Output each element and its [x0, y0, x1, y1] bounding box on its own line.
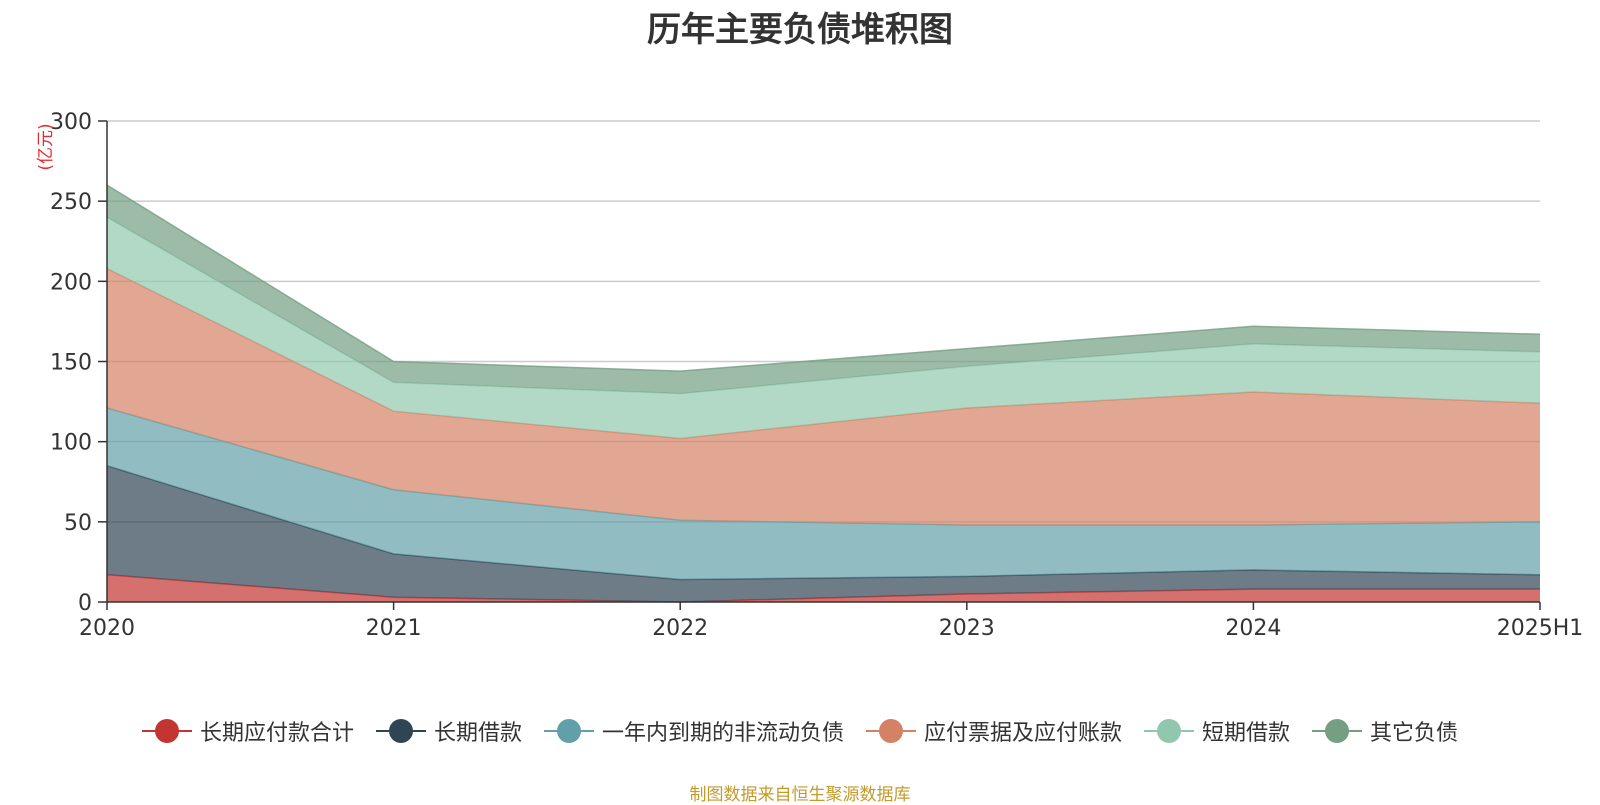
x-tick-label: 2021: [366, 616, 422, 641]
legend-marker-icon: [866, 719, 916, 743]
area-series-3: [107, 268, 1540, 526]
area-series-2: [107, 407, 1540, 580]
area-series-1: [107, 465, 1540, 602]
x-tick-label: 2025H1: [1497, 616, 1584, 641]
x-tick-label: 2023: [939, 616, 995, 641]
legend-item[interactable]: 长期借款: [375, 715, 522, 747]
x-tick-label: 2020: [79, 616, 135, 641]
legend-label: 应付票据及应付账款: [924, 721, 1123, 746]
area-series: [106, 184, 1541, 603]
axes: 0 50 100 150 200 250 300 2020 2021 2022 2023 2024 20…: [50, 110, 1583, 641]
legend-label: 其它负债: [1370, 721, 1459, 746]
legend-marker-icon: [1144, 719, 1195, 743]
y-tick-label: 150: [50, 351, 92, 376]
legend-label: 一年内到期的非流动负债: [601, 721, 844, 746]
y-tick-label: 300: [50, 110, 92, 135]
y-tick-label: 200: [50, 270, 92, 295]
x-tick-label: 2024: [1225, 616, 1281, 641]
area-series-5: [107, 185, 1540, 394]
y-axis-unit-label: (亿元): [36, 123, 56, 170]
legend-label: 长期借款: [433, 721, 522, 746]
area-series-0: [107, 574, 1540, 602]
legend-marker-icon: [543, 719, 594, 743]
legend-item[interactable]: 一年内到期的非流动负债: [543, 715, 844, 747]
legend-item[interactable]: 其它负债: [1312, 715, 1458, 747]
legend-marker-icon: [141, 719, 192, 743]
x-tick-label: 2022: [652, 616, 708, 641]
legend-item[interactable]: 应付票据及应付账款: [866, 715, 1122, 747]
legend-marker-icon: [1312, 719, 1363, 743]
legend: 长期应付款合计 长期借款 一年内到期的非流动负债 应付票据及应付账款 短期借款 其它负债: [0, 715, 1600, 747]
legend-marker-icon: [375, 719, 426, 743]
y-tick-label: 100: [50, 431, 92, 456]
y-tick-label: 0: [78, 591, 92, 616]
legend-label: 短期借款: [1202, 721, 1291, 746]
legend-label: 长期应付款合计: [199, 721, 354, 746]
source-note: 制图数据来自恒生聚源数据库: [689, 785, 911, 805]
area-series-4: [107, 217, 1540, 439]
area-series-line-5: [106, 184, 1541, 372]
chart-title: 历年主要负债堆积图: [647, 10, 953, 50]
y-tick-label: 250: [50, 190, 92, 215]
legend-item[interactable]: 短期借款: [1144, 715, 1290, 747]
legend-item[interactable]: 长期应付款合计: [141, 715, 354, 747]
y-tick-label: 50: [64, 511, 92, 536]
